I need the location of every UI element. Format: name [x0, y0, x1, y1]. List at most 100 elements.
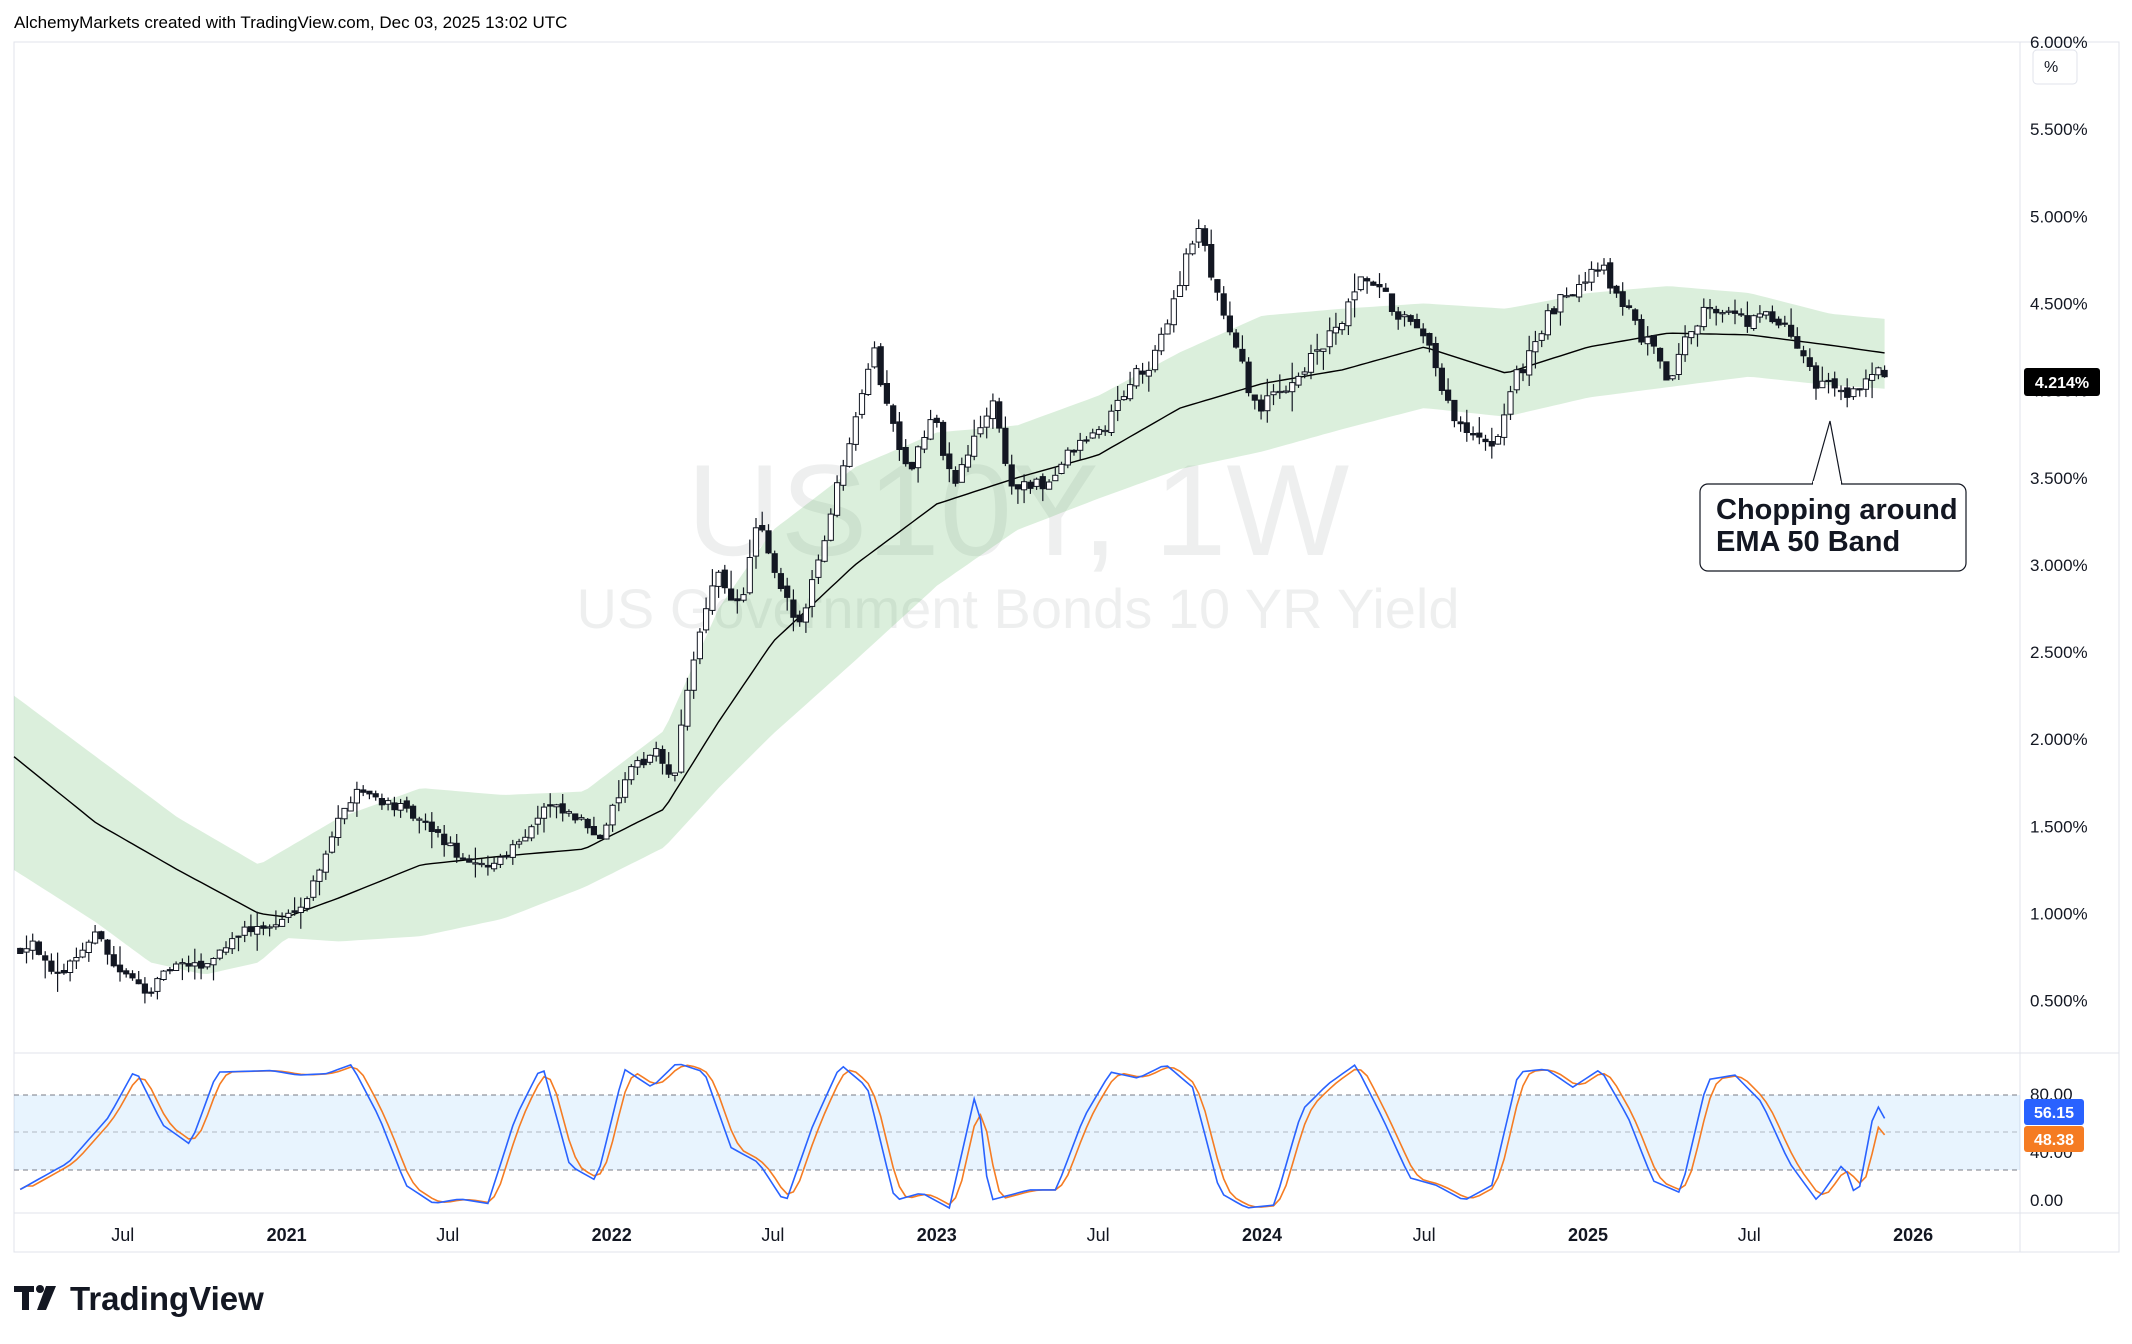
candle: [1364, 276, 1371, 294]
candle-body: [1507, 391, 1514, 415]
candle: [790, 589, 797, 632]
candle: [441, 825, 448, 857]
candle: [1070, 449, 1078, 456]
candle: [1744, 301, 1751, 333]
candle: [1819, 366, 1826, 389]
candle-body: [453, 842, 460, 858]
time-axis-label: 2021: [267, 1225, 307, 1245]
candle: [1613, 284, 1620, 298]
time-axis-label: Jul: [761, 1225, 784, 1245]
candle: [1407, 314, 1414, 326]
candle: [1881, 365, 1888, 378]
candle: [154, 976, 161, 1000]
time-axis[interactable]: Jul 2021 Jul 2022 Jul 2023 Jul 2024 Jul 2025 Jul 20…: [111, 1225, 1933, 1245]
candle-body: [1519, 369, 1527, 374]
candle-body: [971, 435, 978, 457]
candle-body: [60, 970, 67, 974]
candle: [466, 854, 473, 863]
price-tick-label: 5.500%: [2030, 120, 2088, 139]
candle-body: [497, 856, 504, 865]
candle-body: [491, 862, 498, 870]
candle: [1089, 428, 1096, 439]
candle: [1332, 312, 1340, 345]
candle: [1058, 461, 1065, 475]
candle-body: [684, 689, 691, 727]
candle: [890, 403, 897, 432]
price-scale[interactable]: 6.000%5.500%5.000%4.500%4.000%3.500%3.00…: [2030, 33, 2088, 1011]
candle-body: [1095, 429, 1103, 435]
candle: [116, 946, 124, 982]
candle-body: [116, 964, 124, 973]
candle: [1039, 473, 1046, 502]
candle-body: [372, 793, 379, 798]
candle: [1794, 327, 1801, 349]
candle-body: [1432, 343, 1439, 369]
candle-body: [1781, 322, 1788, 325]
tradingview-logo-text: TradingView: [70, 1280, 264, 1317]
candle: [1145, 361, 1152, 392]
candle: [590, 816, 597, 836]
last-value-tag: 4.214%: [2024, 368, 2100, 396]
candle: [1769, 305, 1776, 324]
candle-body: [304, 898, 311, 909]
candle-body: [1388, 293, 1396, 312]
candle: [1607, 258, 1614, 294]
price-tick-label: 5.000%: [2030, 207, 2088, 226]
candle-body: [1451, 399, 1458, 422]
candle: [1719, 309, 1726, 323]
ema-50-path: [13, 332, 1885, 918]
candle: [1569, 294, 1576, 297]
candle: [940, 420, 947, 461]
candle-body: [1052, 474, 1059, 482]
candle-body: [1445, 389, 1452, 401]
candle: [272, 910, 279, 930]
candle: [671, 772, 678, 782]
candle: [1233, 329, 1240, 349]
candle-body: [1357, 276, 1364, 291]
candle: [297, 897, 304, 929]
time-axis-label: 2023: [917, 1225, 957, 1245]
candle-body: [1239, 348, 1246, 362]
candle: [1513, 365, 1520, 394]
candle: [1544, 303, 1552, 340]
candle-body: [229, 938, 236, 950]
candle-body: [484, 864, 491, 868]
candle: [1420, 323, 1427, 344]
annotation-joint-mask: [1813, 481, 1841, 487]
candle-body: [110, 954, 117, 967]
annotation-callout[interactable]: Chopping around EMA 50 Band: [1699, 420, 1967, 572]
candle: [92, 925, 99, 945]
candle: [921, 430, 928, 454]
candle-body: [179, 962, 186, 965]
unit-button[interactable]: %: [2032, 49, 2078, 85]
candle-body: [1158, 333, 1165, 352]
candle: [1095, 426, 1103, 439]
candle: [540, 803, 548, 833]
candle-body: [715, 571, 722, 587]
candle-body: [728, 588, 735, 601]
candle-body: [1650, 335, 1658, 347]
candle: [1008, 454, 1015, 495]
candle: [1457, 416, 1464, 432]
candle: [1638, 314, 1645, 345]
candle: [1214, 279, 1221, 301]
candle: [491, 857, 498, 872]
candle-body: [403, 800, 410, 809]
candle: [1245, 357, 1252, 397]
candle-body: [852, 416, 859, 445]
candle: [615, 780, 622, 812]
candle: [1264, 378, 1271, 423]
candle-body: [883, 383, 890, 404]
candle-body: [79, 949, 86, 958]
candle: [1158, 327, 1165, 356]
candle-body: [1613, 285, 1620, 294]
candle: [1532, 330, 1539, 369]
candle-body: [902, 447, 909, 465]
candle: [1176, 271, 1184, 298]
candle-body: [1145, 369, 1152, 377]
candle: [640, 752, 647, 769]
candle-body: [48, 960, 55, 972]
candle-body: [1501, 414, 1508, 438]
candle-body: [23, 948, 30, 953]
candle: [1519, 363, 1527, 382]
